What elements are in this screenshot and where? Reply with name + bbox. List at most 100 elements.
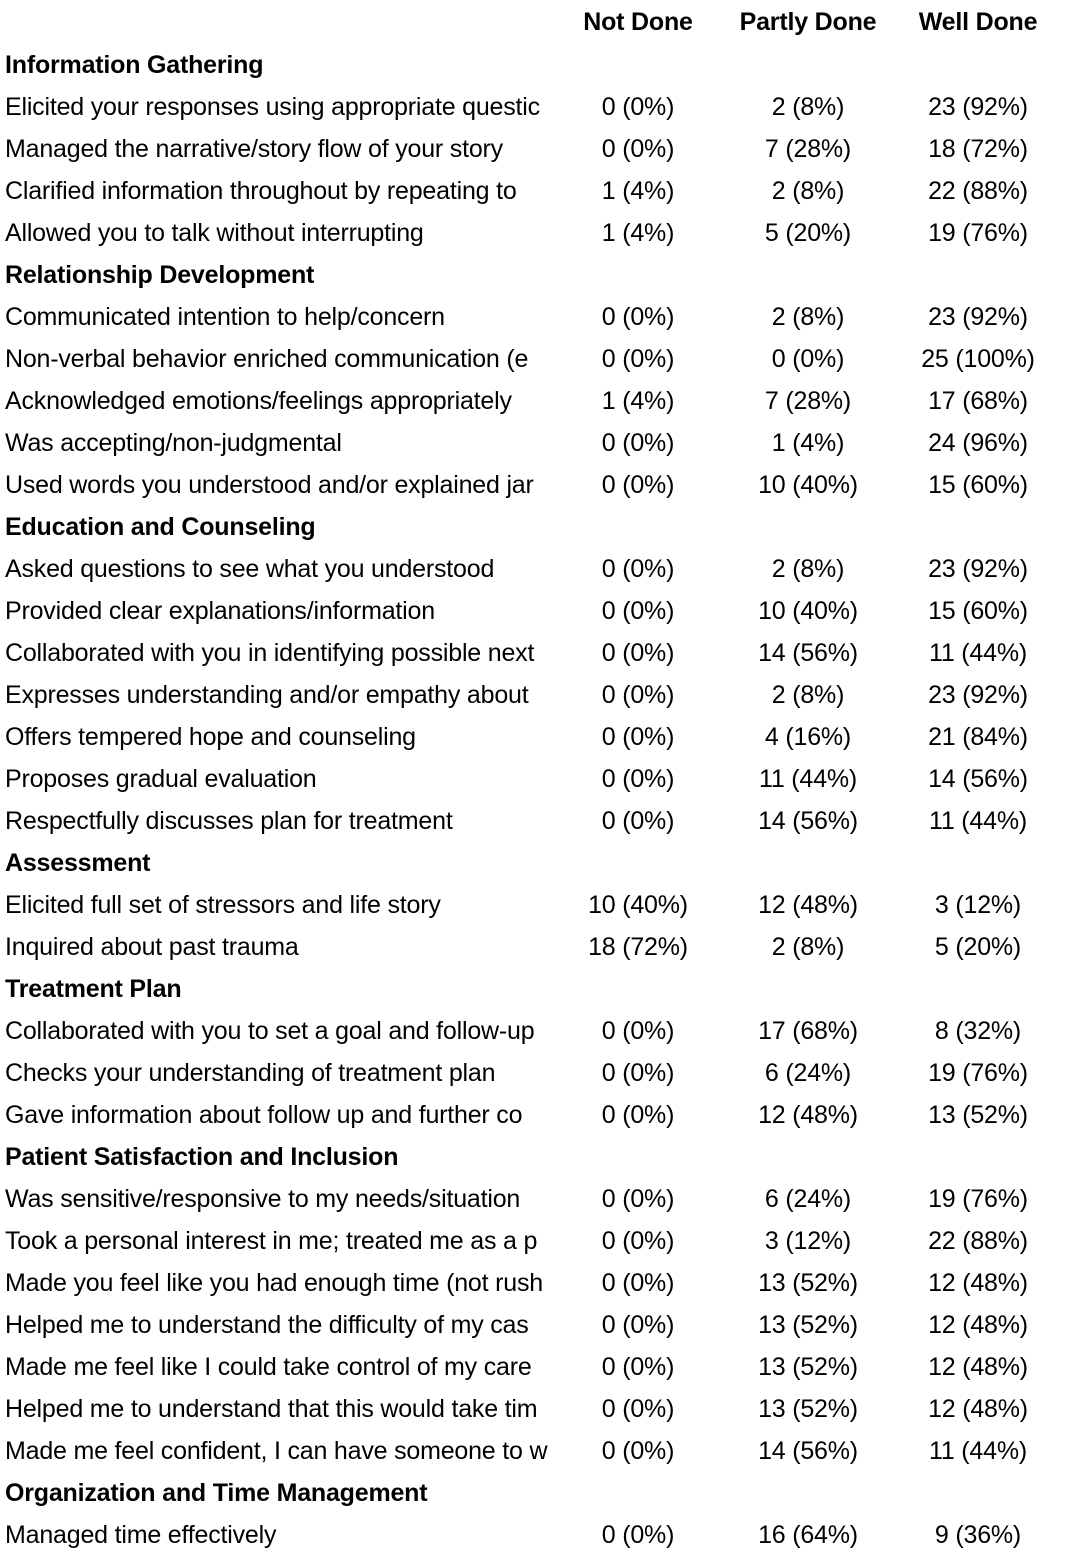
table-row: Respectfully discusses plan for treatmen… [0, 800, 1078, 842]
cell-partly-done: 2 (8%) [771, 303, 845, 331]
section-header-row: Education and Counseling [0, 506, 1078, 548]
cell-well-done: 17 (68%) [928, 387, 1028, 415]
table-row: Checks your understanding of treatment p… [0, 1052, 1078, 1094]
cell-well-done: 19 (76%) [928, 219, 1028, 247]
section-header-row: Relationship Development [0, 254, 1078, 296]
row-label: Took a personal interest in me; treated … [5, 1227, 538, 1255]
cell-partly-done: 13 (52%) [758, 1395, 858, 1423]
cell-partly-done: 5 (20%) [764, 219, 852, 247]
cell-well-done: 11 (44%) [929, 1437, 1027, 1465]
row-label: Used words you understood and/or explain… [5, 471, 534, 499]
cell-well-done: 23 (92%) [928, 555, 1028, 583]
cell-not-done: 0 (0%) [601, 303, 675, 331]
cell-well-done: 23 (92%) [928, 681, 1028, 709]
row-label: Managed time effectively [5, 1521, 277, 1549]
section-header-row: Patient Satisfaction and Inclusion [0, 1136, 1078, 1178]
cell-not-done: 1 (4%) [601, 387, 675, 415]
cell-well-done: 23 (92%) [928, 303, 1028, 331]
empty-cell [890, 968, 1066, 1010]
row-label: Made me feel confident, I can have someo… [5, 1437, 548, 1465]
cell-not-done: 0 (0%) [601, 597, 675, 625]
cell-not-done: 0 (0%) [601, 1311, 675, 1339]
table-row: Was sensitive/responsive to my needs/sit… [0, 1178, 1078, 1220]
cell-not-done: 0 (0%) [601, 1269, 675, 1297]
cell-partly-done: 6 (24%) [764, 1185, 852, 1213]
table-row: Offers tempered hope and counseling 0 (0… [0, 716, 1078, 758]
cell-well-done: 23 (92%) [928, 93, 1028, 121]
table-row: Proposes gradual evaluation 0 (0%) 11 (4… [0, 758, 1078, 800]
empty-cell [550, 254, 726, 296]
cell-partly-done: 11 (44%) [759, 765, 857, 793]
table-row: Communicated intention to help/concern 0… [0, 296, 1078, 338]
cell-not-done: 0 (0%) [601, 555, 675, 583]
empty-cell [550, 842, 726, 884]
column-header-not-done: Not Done [583, 8, 693, 36]
row-label: Collaborated with you to set a goal and … [5, 1017, 535, 1045]
cell-not-done: 0 (0%) [601, 93, 675, 121]
empty-cell [550, 968, 726, 1010]
section-header-row: Assessment [0, 842, 1078, 884]
cell-well-done: 19 (76%) [928, 1185, 1028, 1213]
table-body: Information Gathering Elicited your resp… [0, 44, 1078, 1556]
row-label: Checks your understanding of treatment p… [5, 1059, 496, 1087]
cell-not-done: 0 (0%) [601, 1521, 675, 1549]
cell-not-done: 0 (0%) [601, 135, 675, 163]
cell-partly-done: 0 (0%) [771, 345, 845, 373]
row-label: Inquired about past trauma [5, 933, 299, 961]
cell-partly-done: 2 (8%) [771, 681, 845, 709]
cell-partly-done: 14 (56%) [758, 807, 858, 835]
cell-well-done: 3 (12%) [934, 891, 1022, 919]
table-row: Collaborated with you to set a goal and … [0, 1010, 1078, 1052]
cell-well-done: 25 (100%) [921, 345, 1035, 373]
section-header-row: Organization and Time Management [0, 1472, 1078, 1514]
cell-well-done: 24 (96%) [928, 429, 1028, 457]
row-label: Helped me to understand the difficulty o… [5, 1311, 529, 1339]
empty-cell [726, 1136, 890, 1178]
cell-partly-done: 7 (28%) [764, 387, 852, 415]
row-label: Provided clear explanations/information [5, 597, 435, 625]
cell-partly-done: 10 (40%) [758, 471, 858, 499]
table-row: Elicited full set of stressors and life … [0, 884, 1078, 926]
cell-well-done: 18 (72%) [928, 135, 1028, 163]
cell-partly-done: 12 (48%) [758, 1101, 858, 1129]
table-row: Gave information about follow up and fur… [0, 1094, 1078, 1136]
cell-partly-done: 2 (8%) [771, 555, 845, 583]
column-header-well-done: Well Done [918, 8, 1038, 36]
cell-partly-done: 7 (28%) [764, 135, 852, 163]
empty-cell [890, 1136, 1066, 1178]
cell-well-done: 21 (84%) [928, 723, 1028, 751]
cell-partly-done: 6 (24%) [764, 1059, 852, 1087]
cell-not-done: 0 (0%) [601, 1227, 675, 1255]
cell-not-done: 0 (0%) [601, 639, 675, 667]
empty-cell [726, 1472, 890, 1514]
empty-cell [890, 254, 1066, 296]
section-title: Treatment Plan [5, 975, 182, 1003]
row-label: Acknowledged emotions/feelings appropria… [5, 387, 512, 415]
cell-partly-done: 2 (8%) [771, 933, 845, 961]
row-label: Expresses understanding and/or empathy a… [5, 681, 529, 709]
empty-cell [890, 506, 1066, 548]
cell-not-done: 0 (0%) [601, 1101, 675, 1129]
table-row: Non-verbal behavior enriched communicati… [0, 338, 1078, 380]
cell-well-done: 15 (60%) [928, 471, 1028, 499]
cell-partly-done: 10 (40%) [758, 597, 858, 625]
row-label: Offers tempered hope and counseling [5, 723, 416, 751]
table-row: Made you feel like you had enough time (… [0, 1262, 1078, 1304]
cell-well-done: 12 (48%) [928, 1353, 1028, 1381]
table-row: Clarified information throughout by repe… [0, 170, 1078, 212]
row-label: Was accepting/non-judgmental [5, 429, 342, 457]
section-title: Assessment [5, 849, 151, 877]
empty-cell [726, 506, 890, 548]
cell-well-done: 22 (88%) [928, 1227, 1028, 1255]
cell-well-done: 8 (32%) [934, 1017, 1022, 1045]
cell-partly-done: 14 (56%) [758, 1437, 858, 1465]
cell-not-done: 0 (0%) [601, 1437, 675, 1465]
table-row: Acknowledged emotions/feelings appropria… [0, 380, 1078, 422]
cell-partly-done: 16 (64%) [758, 1521, 858, 1549]
row-label: Helped me to understand that this would … [5, 1395, 538, 1423]
cell-partly-done: 3 (12%) [764, 1227, 852, 1255]
section-header-row: Information Gathering [0, 44, 1078, 86]
cell-partly-done: 13 (52%) [758, 1353, 858, 1381]
empty-cell [550, 1136, 726, 1178]
